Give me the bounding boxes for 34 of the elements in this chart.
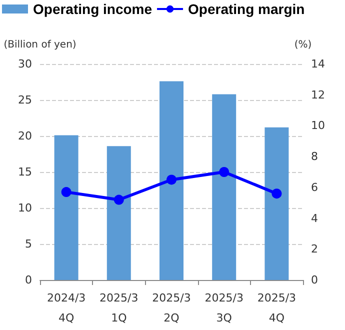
x-tick-label: 2024/3 4Q <box>46 292 86 324</box>
y2-tick-label: 2 <box>311 242 318 256</box>
y2-tick-label: 8 <box>311 150 318 164</box>
y-tick-label: 5 <box>25 238 32 250</box>
x-tick-label: 2025/3 1Q <box>100 292 138 324</box>
y-tick-label: 0 <box>25 274 32 286</box>
y2-tick-label: 0 <box>311 274 318 286</box>
x-tick-label: 2025/3 3Q <box>204 292 244 324</box>
y2-tick-label: 4 <box>311 212 318 225</box>
y-tick-label: 15 <box>18 166 32 178</box>
bar <box>264 127 289 280</box>
y-tick-label: 25 <box>18 94 32 106</box>
point <box>166 174 176 185</box>
bar <box>54 135 78 280</box>
y-tick-label: 30 <box>18 58 32 70</box>
point <box>272 188 282 199</box>
point <box>219 167 230 177</box>
y2-tick-label: 14 <box>311 58 325 70</box>
y2-tick-label: 6 <box>311 180 318 194</box>
y-tick-label: 10 <box>18 202 32 214</box>
point <box>61 187 72 198</box>
y-tick-label: 20 <box>18 130 32 142</box>
point <box>114 194 124 205</box>
y-axis-title: (Billion of yen) <box>4 40 76 50</box>
x-tick-label: 2025/3 2Q <box>152 292 191 324</box>
y2-axis-title: (%) <box>294 40 312 50</box>
y2-tick-label: 12 <box>311 88 325 102</box>
legend-label: Operating income <box>33 1 152 17</box>
y2-tick-label: 10 <box>311 119 325 132</box>
bar <box>106 146 131 280</box>
legend-label: Operating margin <box>188 1 305 17</box>
bar <box>212 94 236 280</box>
bar <box>160 81 184 280</box>
x-tick-label: 2025/3 4Q <box>257 292 296 324</box>
